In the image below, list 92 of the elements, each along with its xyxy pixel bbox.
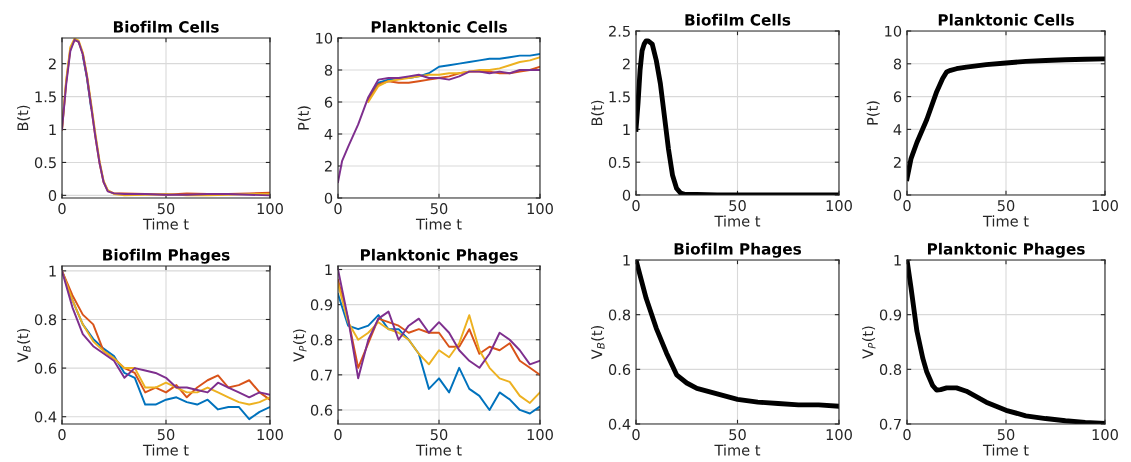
x-axis-title: Time t — [714, 215, 761, 227]
x-axis-title: Time t — [142, 444, 189, 456]
x-tick-label: 50 — [157, 203, 175, 215]
y-tick-label: 6 — [324, 96, 333, 108]
x-tick-label: 50 — [729, 429, 746, 441]
y-tick-label: 4 — [324, 128, 333, 140]
y-tick-label: 0 — [622, 189, 631, 201]
y-tick-label: 6 — [893, 91, 902, 103]
x-axis-title: Time t — [982, 215, 1029, 227]
y-tick-label: 0.7 — [310, 369, 332, 381]
x-tick-label: 100 — [1092, 200, 1118, 212]
y-tick-label: 0.8 — [879, 364, 902, 376]
x-tick-label: 0 — [903, 429, 911, 441]
x-tick-label: 50 — [997, 200, 1015, 212]
line-series — [907, 56, 1105, 182]
x-tick-label: 0 — [58, 203, 66, 215]
x-tick-label: 0 — [334, 429, 342, 441]
x-tick-label: 0 — [334, 203, 342, 215]
y-tick-label: 0.9 — [310, 299, 333, 311]
y-tick-label: 2 — [893, 156, 901, 168]
x-tick-label: 50 — [729, 200, 746, 212]
x-tick-label: 50 — [157, 429, 175, 441]
y-tick-label: 0 — [893, 189, 902, 201]
y-tick-label: 0.5 — [34, 157, 56, 169]
chart-title: Planktonic Cells — [938, 13, 1074, 26]
y-tick-label: 0.9 — [879, 309, 902, 321]
x-tick-label: 100 — [527, 203, 553, 215]
y-axis-title: P(t) — [866, 101, 880, 125]
line-series — [338, 282, 540, 404]
x-tick-label: 0 — [632, 200, 640, 212]
y-tick-label: 0.4 — [608, 418, 631, 430]
x-axis-title: Time t — [142, 218, 189, 230]
x-tick-label: 0 — [903, 200, 911, 212]
y-tick-label: 10 — [316, 32, 333, 44]
y-tick-label: 1 — [49, 265, 56, 277]
y-axis-title: P(t) — [297, 106, 311, 130]
y-tick-label: 8 — [893, 58, 902, 70]
x-tick-label: 50 — [430, 203, 448, 215]
y-tick-label: 1 — [49, 124, 56, 136]
y-tick-label: 0 — [324, 192, 333, 204]
y-axis-title: B(t) — [17, 105, 31, 131]
y-tick-label: 1 — [623, 254, 630, 266]
y-tick-label: 1.5 — [35, 91, 56, 103]
y-axis-title: V$_{B}$(t) — [17, 328, 31, 363]
y-axis-title: B(t) — [591, 100, 605, 126]
y-axis-title: V$_{P}$(t) — [862, 326, 876, 359]
chart-title: Planktonic Phages — [360, 248, 518, 264]
y-tick-label: 0.8 — [608, 309, 631, 321]
y-tick-label: 1 — [623, 124, 630, 135]
y-tick-label: 8 — [324, 64, 333, 76]
x-tick-label: 100 — [257, 203, 283, 215]
line-series — [907, 260, 1105, 424]
y-tick-label: 1 — [325, 264, 332, 276]
x-tick-label: 50 — [997, 429, 1015, 441]
y-tick-label: 1.5 — [609, 91, 630, 103]
y-tick-label: 0.5 — [608, 156, 630, 168]
y-tick-label: 0.6 — [310, 404, 333, 416]
x-tick-label: 0 — [632, 429, 640, 441]
x-tick-label: 100 — [1092, 429, 1118, 441]
y-tick-label: 0.4 — [34, 411, 57, 423]
y-tick-label: 0.8 — [34, 314, 57, 326]
chart-title: Planktonic Phages — [927, 242, 1085, 258]
y-tick-label: 0.6 — [34, 362, 57, 374]
y-axis-title: V$_{P}$(t) — [293, 329, 307, 362]
chart-title: Biofilm Cells — [685, 13, 791, 26]
y-tick-label: 10 — [885, 25, 902, 37]
x-tick-label: 100 — [257, 429, 283, 441]
x-tick-label: 100 — [826, 429, 852, 441]
y-axis-title: V$_{B}$(t) — [591, 325, 605, 360]
x-tick-label: 50 — [430, 429, 448, 441]
x-tick-label: 0 — [58, 429, 66, 441]
x-axis-title: Time t — [415, 218, 462, 230]
y-tick-label: 0.7 — [879, 418, 901, 430]
chart-title: Planktonic Cells — [371, 20, 507, 33]
line-series — [338, 293, 540, 415]
y-tick-label: 0.6 — [608, 364, 631, 376]
y-tick-label: 2 — [622, 58, 630, 70]
y-tick-label: 1 — [894, 254, 901, 266]
y-tick-label: 4 — [893, 124, 902, 135]
y-tick-label: 2.5 — [609, 25, 630, 37]
x-tick-label: 100 — [527, 429, 553, 441]
y-tick-label: 0 — [48, 190, 57, 202]
y-tick-label: 2 — [48, 58, 56, 70]
x-axis-title: Time t — [714, 444, 761, 456]
chart-title: Biofilm Cells — [113, 20, 219, 33]
x-tick-label: 100 — [826, 200, 852, 212]
y-tick-label: 0.8 — [310, 334, 333, 346]
chart-title: Biofilm Phages — [103, 248, 230, 264]
x-axis-title: Time t — [982, 444, 1029, 456]
x-axis-title: Time t — [415, 444, 462, 456]
y-tick-label: 2 — [324, 160, 332, 172]
chart-title: Biofilm Phages — [674, 242, 802, 258]
